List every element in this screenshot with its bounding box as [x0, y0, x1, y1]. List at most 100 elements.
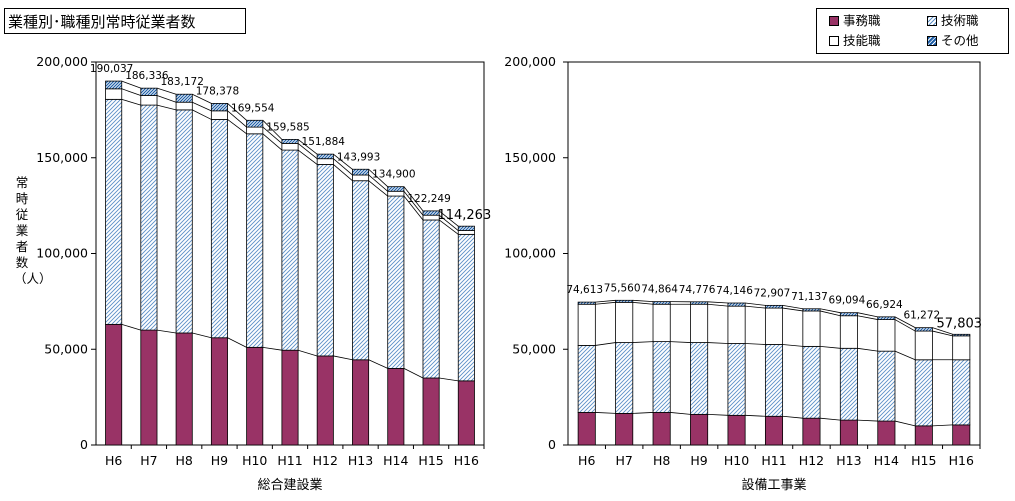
- bar-segment-office: [652, 412, 671, 446]
- series-connector: [932, 327, 953, 335]
- series-connector: [745, 414, 766, 417]
- x-tick-label: H13: [348, 453, 373, 468]
- bar-segment-technical: [952, 359, 971, 426]
- total-label: 186,336: [125, 70, 169, 82]
- bar-segment-skilled: [210, 110, 228, 120]
- series-connector: [819, 310, 841, 317]
- series-connector: [894, 350, 916, 361]
- bar-segment-office: [914, 425, 933, 446]
- x-tick-label: H8: [653, 453, 670, 468]
- series-connector: [297, 149, 318, 165]
- bar-segment-technical: [877, 350, 896, 422]
- series-connector: [782, 304, 803, 310]
- series-connector: [595, 301, 616, 305]
- series-connector: [297, 349, 318, 357]
- bar-segment-skilled: [175, 101, 193, 111]
- series-connector: [121, 98, 141, 106]
- bar-segment-office: [727, 414, 746, 446]
- x-tick-label: H6: [578, 453, 595, 468]
- series-connector: [894, 319, 916, 332]
- series-connector: [192, 101, 212, 112]
- total-label: 66,924: [866, 299, 903, 311]
- series-connector: [156, 104, 177, 111]
- bar-segment-technical: [690, 342, 709, 415]
- legend: 事務職 技術職 技能職 その他: [816, 8, 1009, 54]
- series-connector: [333, 164, 353, 182]
- series-connector: [632, 299, 654, 303]
- bar-segment-office: [210, 337, 228, 446]
- bar-segment-skilled: [140, 95, 158, 106]
- y-tick-label: 50,000: [44, 341, 88, 356]
- total-label: 143,993: [337, 151, 380, 163]
- bar-segment-skilled: [802, 310, 821, 347]
- series-connector: [403, 368, 424, 379]
- series-connector: [156, 87, 177, 95]
- total-label: 69,094: [829, 295, 866, 307]
- bar-segment-office: [387, 367, 405, 446]
- series-connector: [121, 323, 141, 331]
- bar-segment-skilled: [457, 230, 475, 235]
- series-connector: [857, 419, 878, 422]
- series-connector: [121, 88, 141, 96]
- series-connector: [932, 424, 953, 427]
- x-tick-label: H11: [277, 453, 302, 468]
- bar-segment-technical: [281, 149, 299, 351]
- total-label: 57,803: [937, 316, 983, 331]
- bar-segment-other: [316, 153, 334, 160]
- series-connector: [932, 330, 953, 337]
- bar-segment-office: [175, 332, 193, 446]
- series-connector: [707, 342, 728, 344]
- x-tick-label: H14: [383, 453, 408, 468]
- total-label: 72,907: [754, 287, 791, 299]
- series-connector: [192, 109, 212, 120]
- series-connector: [632, 412, 654, 414]
- series-connector: [670, 341, 691, 343]
- y-tick-label: 100,000: [36, 246, 88, 261]
- series-connector: [894, 316, 916, 329]
- series-connector: [819, 308, 841, 314]
- bar-segment-other: [615, 299, 634, 303]
- series-connector: [227, 337, 247, 348]
- bar-segment-other: [839, 312, 858, 317]
- bar-segment-skilled: [877, 319, 896, 352]
- legend-label-skilled: 技能職: [843, 33, 881, 48]
- bar-segment-technical: [577, 345, 596, 413]
- series-connector: [368, 168, 388, 187]
- x-tick-label: H12: [313, 453, 338, 468]
- bar-segment-technical: [210, 119, 228, 339]
- bar-segment-skilled: [615, 301, 634, 343]
- bar-segment-office: [246, 346, 264, 446]
- bar-segment-office: [764, 415, 784, 446]
- bar-segment-technical: [839, 347, 858, 421]
- x-tick-label: H16: [454, 453, 479, 468]
- series-connector: [156, 95, 177, 103]
- bar-segment-skilled: [914, 330, 933, 361]
- series-connector: [707, 413, 728, 416]
- x-tick-label: H15: [911, 453, 936, 468]
- x-tick-label: H8: [176, 453, 193, 468]
- bar-segment-office: [615, 413, 634, 446]
- bar-segment-technical: [727, 343, 746, 416]
- series-connector: [707, 303, 728, 307]
- series-connector: [227, 103, 247, 121]
- series-connector: [368, 180, 388, 197]
- series-connector: [333, 355, 353, 361]
- bar-segment-other: [577, 301, 596, 305]
- bar-segment-technical: [802, 345, 821, 419]
- y-tick-label: 200,000: [36, 54, 88, 69]
- x-tick-label: H10: [724, 453, 749, 468]
- bar-segment-other: [914, 327, 933, 332]
- total-label: 190,037: [90, 63, 133, 75]
- bar-segment-office: [352, 359, 370, 446]
- legend-label-office: 事務職: [843, 13, 881, 28]
- bar-segment-office: [281, 349, 299, 446]
- y-tick-label: 0: [548, 437, 556, 452]
- series-connector: [262, 120, 283, 140]
- total-label: 74,146: [716, 285, 753, 297]
- bar-segment-skilled: [839, 315, 858, 349]
- x-axis-title: 総合建設業: [257, 477, 322, 493]
- bar-segment-office: [457, 380, 475, 446]
- bar-segment-other: [387, 186, 405, 192]
- legend-swatch-other: [927, 36, 937, 46]
- series-connector: [403, 186, 424, 212]
